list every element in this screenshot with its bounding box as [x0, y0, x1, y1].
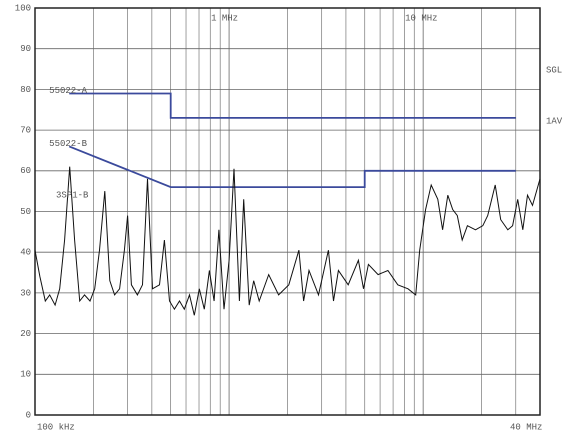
y-tick-label: 30 — [20, 288, 31, 298]
x-tick-label: 100 kHz — [37, 422, 75, 432]
y-tick-label: 70 — [20, 125, 31, 135]
y-tick-label: 50 — [20, 207, 31, 217]
x-tick-label: 1 MHz — [211, 13, 238, 23]
y-tick-label: 10 — [20, 370, 31, 380]
y-tick-label: 0 — [26, 410, 31, 420]
plot-frame — [34, 7, 541, 416]
y-tick-label: 60 — [20, 166, 31, 176]
y-tick-label: 20 — [20, 329, 31, 339]
y-tick-label: 100 — [15, 3, 31, 13]
limit-label: 55022-A — [49, 86, 87, 96]
limit-line — [69, 92, 516, 119]
annotation: 3SP1-B — [56, 190, 89, 200]
limit-label: 55022-B — [49, 139, 87, 149]
limit-line — [68, 145, 516, 188]
y-tick-label: 90 — [20, 44, 31, 54]
annotation: SGL — [546, 65, 562, 75]
y-tick-label: 80 — [20, 85, 31, 95]
x-tick-label: 40 MHz — [510, 422, 542, 432]
y-tick-label: 40 — [20, 248, 31, 258]
x-tick-label: 10 MHz — [405, 13, 437, 23]
trace-line — [34, 166, 541, 316]
annotation: 1AV — [546, 116, 563, 126]
